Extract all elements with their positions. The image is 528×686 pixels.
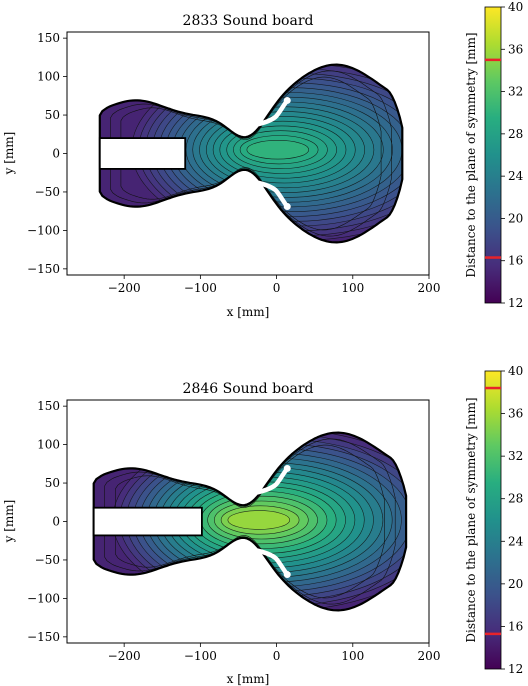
contour-line bbox=[120, 76, 382, 231]
f-hole-eye bbox=[236, 179, 244, 187]
f-hole-eye bbox=[236, 547, 244, 555]
contour-line bbox=[110, 70, 392, 237]
x-tick-label: 100 bbox=[341, 649, 364, 663]
colorbar-tick-label: 32 bbox=[508, 449, 523, 463]
x-tick-label: 200 bbox=[418, 281, 441, 295]
x-tick-label: −200 bbox=[108, 649, 141, 663]
y-ticks: −150 −100 −50 0 50 100 150 bbox=[27, 399, 67, 644]
colorbar-tick-label: 24 bbox=[508, 534, 524, 548]
y-tick-label: 100 bbox=[37, 70, 60, 84]
f-hole-eye bbox=[283, 571, 291, 579]
y-axis-label: y [mm] bbox=[2, 132, 16, 176]
soundboard-outline bbox=[98, 63, 404, 244]
contour-level bbox=[227, 510, 290, 530]
x-tick-label: −100 bbox=[184, 281, 217, 295]
y-tick-label: −50 bbox=[35, 553, 60, 567]
y-tick-label: −100 bbox=[27, 223, 60, 237]
contour-level bbox=[246, 140, 309, 160]
colorbar bbox=[484, 6, 502, 304]
colorbar-tick-label: 36 bbox=[508, 42, 523, 56]
soundboard-outline bbox=[92, 431, 408, 612]
f-hole bbox=[237, 547, 290, 577]
colorbar-label: Distance to the plane of symmetry [mm] bbox=[464, 397, 478, 642]
panel-2833: 2833 Sound board −200 −100 0 100 200 −150−10… bbox=[2, 0, 524, 319]
y-tick-label: −150 bbox=[27, 262, 60, 276]
colorbar-ticks: 12 16 20 24 28 32 36 40 bbox=[485, 364, 524, 676]
y-tick-label: 150 bbox=[37, 399, 60, 413]
contour-line bbox=[115, 444, 385, 599]
f-hole bbox=[237, 98, 290, 128]
y-tick-label: −100 bbox=[27, 591, 60, 605]
colorbar-tick-label: 12 bbox=[508, 662, 523, 676]
colorbar-ticks: 12 16 20 24 28 32 36 40 bbox=[485, 0, 524, 310]
contour-field bbox=[98, 63, 404, 244]
y-tick-label: −50 bbox=[35, 185, 60, 199]
x-tick-label: 0 bbox=[273, 649, 281, 663]
x-ticks: −200 −100 0 100 200 bbox=[108, 275, 441, 295]
f-hole-eye bbox=[236, 120, 244, 128]
neck-slot bbox=[98, 137, 187, 170]
chart-title: 2846 Sound board bbox=[183, 381, 314, 397]
y-tick-label: 50 bbox=[45, 476, 60, 490]
contour-field bbox=[92, 431, 408, 612]
colorbar-tick-label: 16 bbox=[508, 254, 523, 268]
y-axis-label: y [mm] bbox=[2, 500, 16, 544]
y-tick-label: −150 bbox=[27, 630, 60, 644]
f-hole bbox=[237, 179, 290, 209]
colorbar-tick-label: 24 bbox=[508, 169, 524, 183]
y-tick-label: 0 bbox=[52, 515, 60, 529]
chart-title: 2833 Sound board bbox=[183, 13, 314, 29]
colorbar-tick-label: 20 bbox=[508, 211, 523, 225]
colorbar-label: Distance to the plane of symmetry [mm] bbox=[464, 32, 478, 277]
panel-2846: 2846 Sound board −200 −100 0 100 200 −150−10… bbox=[2, 364, 524, 686]
colorbar-tick-label: 20 bbox=[508, 577, 523, 591]
y-tick-label: 150 bbox=[37, 31, 60, 45]
x-tick-label: −100 bbox=[184, 649, 217, 663]
colorbar bbox=[484, 370, 502, 670]
colorbar-tick-label: 32 bbox=[508, 85, 523, 99]
y-tick-label: 50 bbox=[45, 108, 60, 122]
colorbar-tick-label: 28 bbox=[508, 492, 523, 506]
f-hole-eye bbox=[283, 96, 291, 104]
f-hole-eye bbox=[283, 203, 291, 211]
f-hole bbox=[237, 466, 290, 496]
colorbar-tick-label: 16 bbox=[508, 619, 523, 633]
colorbar-tick-label: 40 bbox=[508, 364, 523, 378]
contour-line bbox=[104, 438, 396, 605]
x-tick-label: 0 bbox=[273, 281, 281, 295]
f-hole-eye bbox=[283, 464, 291, 472]
colorbar-tick-label: 28 bbox=[508, 127, 523, 141]
colorbar-tick-label: 40 bbox=[508, 0, 523, 14]
y-tick-label: 100 bbox=[37, 438, 60, 452]
y-ticks: −150 −100 −50 0 50 100 150 bbox=[27, 31, 67, 276]
colorbar-tick-label: 36 bbox=[508, 407, 523, 421]
y-tick-label: 0 bbox=[52, 147, 60, 161]
neck-slot bbox=[92, 506, 203, 537]
x-tick-label: −200 bbox=[108, 281, 141, 295]
x-axis-label: x [mm] bbox=[227, 305, 270, 319]
f-hole-eye bbox=[236, 488, 244, 496]
x-tick-label: 100 bbox=[341, 281, 364, 295]
x-axis-label: x [mm] bbox=[227, 672, 270, 686]
x-tick-label: 200 bbox=[418, 649, 441, 663]
colorbar-tick-label: 12 bbox=[508, 296, 523, 310]
x-ticks: −200 −100 0 100 200 bbox=[108, 643, 441, 663]
